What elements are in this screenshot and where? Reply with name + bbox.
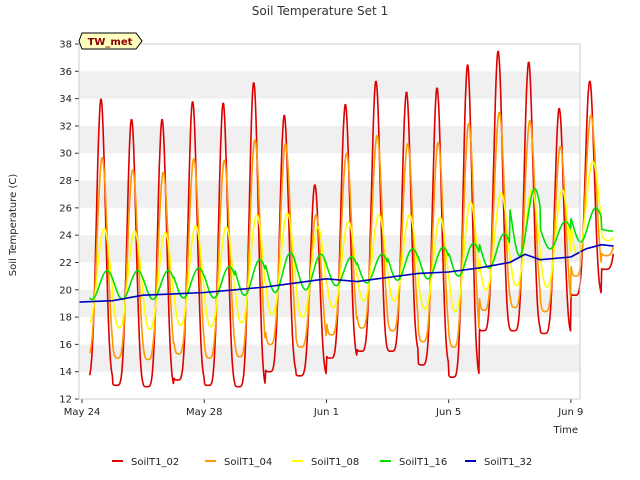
- y-tick-label: 26: [59, 203, 72, 214]
- legend-label: SoilT1_02: [131, 457, 179, 468]
- x-tick-label: Jun 5: [435, 407, 461, 418]
- x-axis-ticks: May 24 May 28 Jun 1 Jun 5 Jun 9: [64, 399, 583, 418]
- grid-band: [79, 98, 580, 126]
- y-tick-label: 24: [59, 231, 72, 242]
- y-tick-label: 38: [59, 40, 72, 51]
- grid-band: [79, 317, 580, 345]
- series-line-soilt1_04: [88, 111, 615, 361]
- series-line-soilt1_02: [88, 50, 615, 388]
- y-tick-label: 34: [59, 94, 72, 105]
- badge-shape: [78, 32, 143, 50]
- x-tick-label: Jun 9: [557, 407, 583, 418]
- legend-label: SoilT1_16: [399, 457, 447, 468]
- y-tick-label: 18: [59, 313, 72, 324]
- y-tick-label: 36: [59, 67, 72, 78]
- legend-label: SoilT1_32: [484, 457, 532, 468]
- chart-title: Soil Temperature Set 1: [252, 4, 388, 18]
- legend-label: SoilT1_08: [311, 457, 359, 468]
- y-axis-title: Soil Temperature (C): [8, 174, 19, 277]
- y-tick-label: 16: [59, 340, 72, 351]
- y-tick-label: 22: [59, 258, 72, 269]
- y-tick-label: 30: [59, 149, 72, 160]
- series-line-soilt1_32: [78, 243, 614, 303]
- x-tick-label: May 24: [64, 407, 101, 418]
- y-tick-label: 32: [59, 121, 72, 132]
- y-tick-label: 20: [59, 285, 72, 296]
- grid-band: [79, 371, 580, 399]
- series-line-soilt1_16: [89, 188, 614, 301]
- legend-label: SoilT1_04: [224, 457, 272, 468]
- legend: SoilT1_02 SoilT1_04 SoilT1_08 SoilT1_16 Soil…: [112, 457, 532, 468]
- plot-frame: [78, 43, 581, 400]
- x-tick-label: May 28: [186, 407, 223, 418]
- grid-band: [79, 71, 580, 99]
- series-lines: [78, 50, 615, 388]
- x-tick-label: Jun 1: [313, 407, 339, 418]
- y-tick-label: 12: [59, 395, 72, 406]
- badge-label: TW_met: [88, 37, 133, 48]
- y-axis-ticks: 12 14 16 18 20 22 24 26 28 30 32 34 36 38: [59, 40, 79, 406]
- series-line-soilt1_08: [89, 160, 614, 331]
- grid-band: [79, 44, 580, 72]
- station-badge: TW_met: [78, 32, 143, 50]
- x-axis-title: Time: [553, 425, 578, 436]
- grid-band: [79, 153, 580, 181]
- y-tick-label: 28: [59, 176, 72, 187]
- y-tick-label: 14: [59, 367, 72, 378]
- grid-band: [79, 125, 580, 154]
- grid-band: [79, 180, 580, 208]
